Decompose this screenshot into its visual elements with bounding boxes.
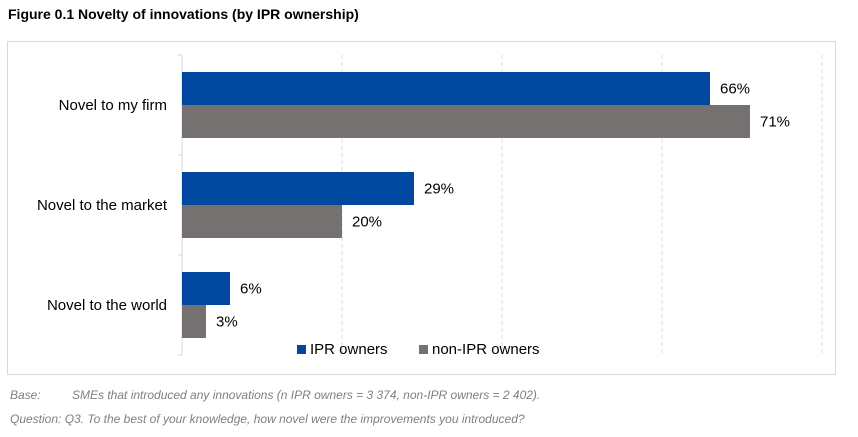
bar-ipr-owners	[182, 172, 414, 205]
category-label: Novel to my firm	[59, 97, 167, 114]
data-label: 20%	[352, 214, 382, 231]
category-label: Novel to the market	[37, 197, 168, 214]
question-note: Question: Q3. To the best of your knowle…	[10, 412, 525, 426]
question-text: Q3. To the best of your knowledge, how n…	[64, 412, 525, 426]
figure-title: Figure 0.1 Novelty of innovations (by IP…	[8, 6, 359, 22]
data-label: 66%	[720, 81, 750, 98]
bar-ipr-owners	[182, 272, 230, 305]
legend-swatch	[419, 345, 428, 354]
data-label: 71%	[760, 114, 790, 131]
legend-swatch	[297, 345, 306, 354]
base-note: Base: SMEs that introduced any innovation…	[10, 388, 540, 402]
data-label: 6%	[240, 281, 262, 298]
legend-label: non-IPR owners	[432, 341, 540, 358]
base-text: SMEs that introduced any innovations (n …	[72, 388, 541, 402]
question-label: Question:	[10, 412, 62, 426]
bar-ipr-owners	[182, 72, 710, 105]
data-label: 3%	[216, 314, 238, 331]
bar-non-ipr-owners	[182, 205, 342, 238]
legend-label: IPR owners	[310, 341, 388, 358]
bar-non-ipr-owners	[182, 305, 206, 338]
bar-non-ipr-owners	[182, 105, 750, 138]
chart-frame	[7, 41, 836, 375]
category-label: Novel to the world	[47, 297, 167, 314]
base-label: Base:	[10, 388, 41, 402]
data-label: 29%	[424, 181, 454, 198]
